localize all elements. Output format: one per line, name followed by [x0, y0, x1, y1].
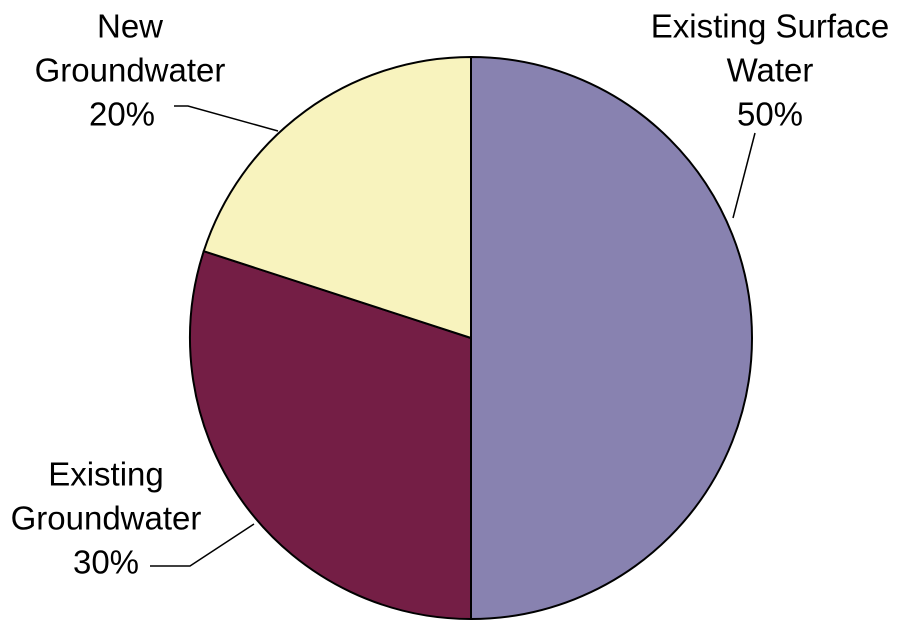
pie-slice-existing-surface-water — [470, 55, 753, 620]
slice-percent-label: 30% — [73, 544, 139, 581]
slice-name-label: Existing Surface — [651, 8, 889, 45]
leader-lines — [150, 105, 756, 567]
leader-line — [174, 105, 279, 132]
slice-name-label: Water — [727, 52, 814, 89]
pie-slice-existing-groundwater — [189, 249, 472, 620]
slice-percent-label: 20% — [89, 96, 155, 133]
pie-slices — [189, 55, 753, 620]
leader-line — [150, 523, 255, 567]
pie-slice-new-groundwater — [202, 55, 472, 340]
slice-name-label: Existing — [48, 456, 164, 493]
slice-labels: Existing Surface Water 50% Existing Groundwa… — [11, 8, 890, 581]
slice-percent-label: 50% — [737, 96, 803, 133]
leader-line — [732, 132, 756, 219]
slice-name-label: Groundwater — [11, 500, 202, 537]
slice-name-label: New — [97, 8, 163, 45]
slice-name-label: Groundwater — [35, 52, 226, 89]
